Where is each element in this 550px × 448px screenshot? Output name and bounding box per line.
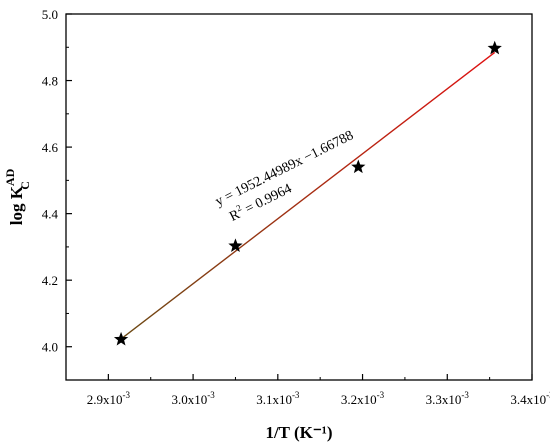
data-point-star — [228, 238, 243, 252]
x-tick-label: 3.2x10-3 — [341, 390, 385, 407]
x-tick-exponent: -3 — [207, 390, 215, 400]
x-tick-mantissa: 3.4x10 — [510, 392, 546, 407]
x-tick-exponent: -3 — [122, 390, 130, 400]
data-points — [113, 40, 502, 346]
y-tick-label: 4.6 — [42, 140, 59, 155]
x-tick-mantissa: 3.1x10 — [256, 392, 292, 407]
x-tick-exponent: -3 — [461, 390, 469, 400]
data-point-star — [351, 159, 366, 174]
y-axis-label: log KADC — [3, 168, 32, 225]
x-tick-exponent: -3 — [292, 390, 300, 400]
r-squared-exponent: 2 — [234, 203, 242, 214]
x-tick-label: 2.9x10-3 — [87, 390, 131, 407]
y-tick-label: 5.0 — [42, 7, 58, 22]
y-axis-label-sup: AD — [3, 168, 17, 186]
x-tick-exponent: -3 — [546, 390, 550, 400]
x-tick-label: 3.4x10-3 — [510, 390, 550, 407]
x-tick-mantissa: 3.2x10 — [341, 392, 377, 407]
data-point-star — [113, 331, 129, 346]
y-axis-label-sub: C — [18, 181, 32, 190]
x-tick-label: 3.1x10-3 — [256, 390, 300, 407]
y-tick-label: 4.0 — [42, 340, 58, 355]
y-tick-label: 4.4 — [42, 207, 59, 222]
x-tick-exponent: -3 — [377, 390, 385, 400]
x-axis-label: 1/T (K⁻¹) — [265, 423, 332, 442]
y-axis-label-main: log K — [7, 185, 26, 225]
y-axis-ticks: 4.0 4.2 4.4 4.6 4.8 5.0 — [42, 7, 72, 355]
x-tick-label: 3.0x10-3 — [171, 390, 215, 407]
x-tick-label: 3.3x10-3 — [426, 390, 470, 407]
data-point-star — [487, 40, 502, 55]
y-tick-label: 4.8 — [42, 74, 58, 89]
x-tick-mantissa: 3.3x10 — [426, 392, 462, 407]
x-tick-mantissa: 3.0x10 — [171, 392, 207, 407]
plot-frame — [65, 13, 533, 381]
x-tick-mantissa: 2.9x10 — [87, 392, 123, 407]
fit-line — [120, 51, 496, 340]
fit-annotation: y = 1952.44989x −1.66788 R2 = 0.9964 — [213, 128, 356, 225]
y-tick-label: 4.2 — [42, 273, 58, 288]
svg-text:log KADC: log KADC — [3, 168, 32, 225]
x-axis-ticks: 2.9x10-3 3.0x10-3 3.1x10-3 3.2x10-3 3.3x10-3… — [87, 374, 550, 407]
